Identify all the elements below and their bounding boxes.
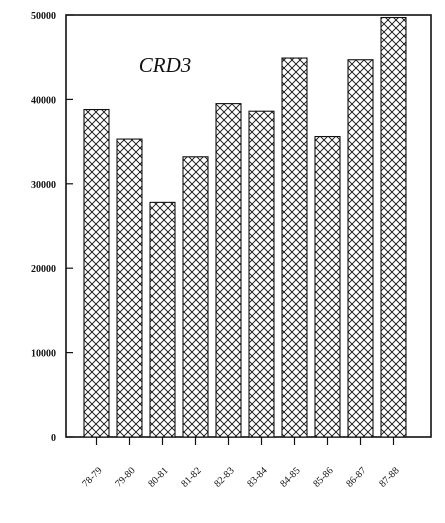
x-tick-label: 80-81	[146, 465, 170, 489]
bar-81-82	[182, 156, 209, 438]
x-tick-label: 78-79	[80, 465, 104, 489]
bar-84-85	[281, 57, 308, 438]
y-tick-label: 40000	[31, 95, 56, 106]
x-tick-label: 84-85	[278, 465, 302, 489]
y-tick-label: 20000	[31, 264, 56, 275]
x-tick-label: 81-82	[179, 465, 203, 489]
y-tick-label: 50000	[31, 11, 56, 22]
chart-title: CRD3	[139, 53, 192, 77]
x-tick-label: 87-88	[377, 465, 401, 489]
x-tick-label: 85-86	[311, 465, 335, 489]
bar-78-79	[83, 108, 110, 438]
x-tick-label: 83-84	[245, 465, 269, 489]
y-tick-label: 0	[51, 433, 56, 444]
bar-83-84	[248, 110, 275, 438]
labels: 0 10000 20000 30000 40000 50000 78-79 79-80 80-8…	[31, 11, 402, 490]
bars	[83, 16, 407, 438]
y-tick-label: 10000	[31, 349, 56, 360]
bar-80-81	[149, 201, 176, 438]
x-tick-label: 86-87	[344, 465, 368, 489]
bar-85-86	[314, 135, 341, 438]
x-tick-label: 82-83	[212, 465, 236, 489]
x-tick-label: 79-80	[113, 465, 137, 489]
bar-79-80	[116, 138, 143, 438]
bar-87-88	[380, 16, 407, 438]
bar-86-87	[347, 59, 374, 438]
bar-82-83	[215, 103, 242, 438]
y-tick-label: 30000	[31, 180, 56, 191]
